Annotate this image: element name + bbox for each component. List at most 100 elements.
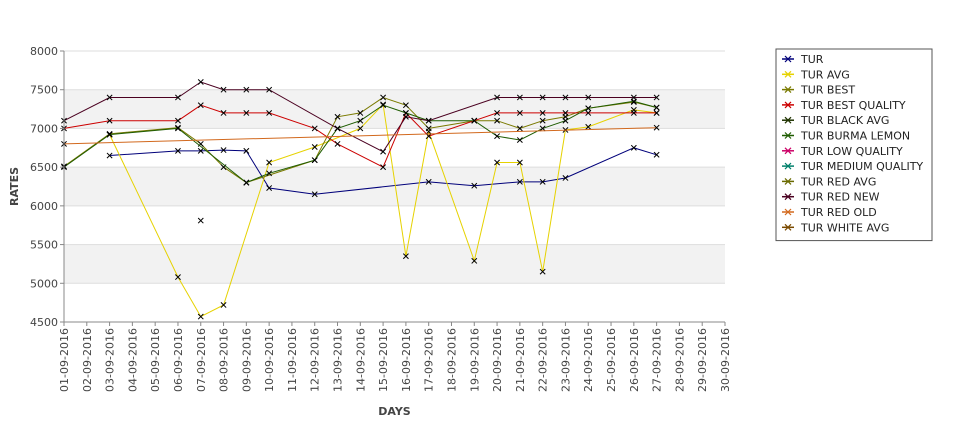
legend-label: TUR BLACK AVG	[800, 114, 889, 127]
data-point	[494, 117, 501, 124]
x-tick-label: 18-09-2016	[445, 328, 458, 392]
x-tick-label: 20-09-2016	[491, 328, 504, 392]
y-tick-label: 7000	[30, 122, 58, 135]
y-tick-label: 7500	[30, 84, 58, 97]
legend-label: TUR MEDIUM QUALITY	[800, 160, 923, 173]
legend-swatch	[782, 70, 794, 78]
x-tick-label: 29-09-2016	[696, 328, 709, 392]
data-point	[653, 151, 660, 158]
data-point	[516, 109, 523, 116]
data-point	[175, 147, 181, 154]
x-tick-label: 21-09-2016	[514, 328, 527, 392]
data-point	[106, 131, 113, 138]
x-tick-label: 27-09-2016	[651, 328, 664, 392]
axes: 4500 5000 5500 6000 6500 7000 7500 8000 01-09-20…	[30, 45, 732, 392]
x-tick-label: 05-09-2016	[149, 328, 162, 392]
legend-swatch	[782, 101, 794, 109]
data-point	[539, 268, 546, 275]
legend-item: TUR LOW QUALITY	[782, 145, 903, 158]
data-point	[380, 164, 387, 171]
data-point	[516, 94, 523, 101]
series-line	[109, 103, 657, 318]
data-point	[630, 109, 637, 116]
data-point	[402, 113, 409, 120]
data-point	[653, 109, 660, 116]
series-line	[63, 81, 657, 153]
data-point	[630, 99, 637, 106]
data-point	[334, 140, 341, 147]
data-point	[471, 117, 478, 124]
grid-band	[64, 244, 725, 284]
data-point	[266, 170, 273, 177]
legend-swatch	[782, 132, 794, 139]
x-axis-title: DAYS	[378, 405, 411, 418]
data-point	[653, 124, 660, 131]
x-tick-label: 25-09-2016	[605, 328, 618, 392]
data-point	[197, 217, 204, 224]
legend-label: TUR WHITE AVG	[800, 221, 889, 234]
data-point	[539, 94, 546, 101]
data-point	[311, 157, 318, 164]
y-tick-label: 6500	[30, 161, 58, 174]
data-point	[539, 117, 546, 124]
legend-label: TUR RED AVG	[800, 175, 876, 188]
legend-item: TUR RED NEW	[782, 191, 880, 204]
legend-swatch	[782, 147, 794, 155]
legend-item: TUR	[782, 53, 824, 66]
y-axis-title: RATES	[8, 167, 21, 206]
legend-item: TUR WHITE AVG	[782, 221, 889, 234]
data-point	[175, 274, 181, 281]
data-point	[402, 102, 409, 109]
data-point	[357, 117, 364, 124]
data-point	[311, 191, 318, 198]
data-point	[380, 102, 387, 109]
series-tur-red-avg	[197, 217, 204, 224]
data-point	[630, 94, 637, 101]
data-point	[516, 137, 523, 143]
legend-label: TUR BEST	[800, 84, 855, 97]
data-point	[106, 152, 113, 159]
x-tick-label: 26-09-2016	[628, 328, 641, 392]
x-tick-label: 14-09-2016	[354, 328, 367, 392]
x-tick-label: 16-09-2016	[400, 328, 413, 392]
legend-box	[775, 48, 933, 242]
data-point	[425, 178, 432, 185]
data-point	[653, 104, 660, 111]
data-point	[106, 94, 113, 101]
grid-band	[64, 167, 725, 206]
legend-label: TUR LOW QUALITY	[800, 145, 903, 158]
data-point	[243, 109, 250, 116]
data-point	[175, 117, 181, 124]
series-line	[63, 127, 657, 145]
x-tick-label: 15-09-2016	[377, 328, 390, 392]
data-point	[334, 113, 341, 120]
x-tick-label: 03-09-2016	[104, 328, 117, 392]
data-point	[197, 313, 204, 320]
data-point	[585, 123, 592, 130]
x-tick-label: 02-09-2016	[81, 328, 94, 392]
x-tick-label: 08-09-2016	[218, 328, 231, 392]
y-tick-label: 5500	[30, 239, 58, 252]
data-point	[585, 109, 592, 116]
data-point	[220, 86, 227, 93]
legend-swatch	[782, 177, 794, 185]
legend-label: TUR RED NEW	[800, 191, 880, 204]
data-point	[175, 125, 181, 132]
data-point	[197, 102, 204, 109]
data-point	[653, 94, 660, 101]
legend-swatch	[782, 55, 794, 63]
data-point	[471, 257, 478, 264]
data-point	[220, 147, 227, 154]
x-tick-label: 09-09-2016	[240, 328, 253, 392]
data-point	[539, 109, 546, 116]
data-point	[562, 94, 569, 101]
plot-area	[64, 51, 725, 322]
data-point	[266, 159, 273, 166]
data-point	[197, 147, 204, 154]
data-point	[380, 148, 387, 155]
data-point	[516, 178, 523, 185]
x-tick-label: 12-09-2016	[309, 328, 322, 392]
legend-swatch	[782, 86, 794, 94]
legend-label: TUR	[800, 53, 824, 66]
